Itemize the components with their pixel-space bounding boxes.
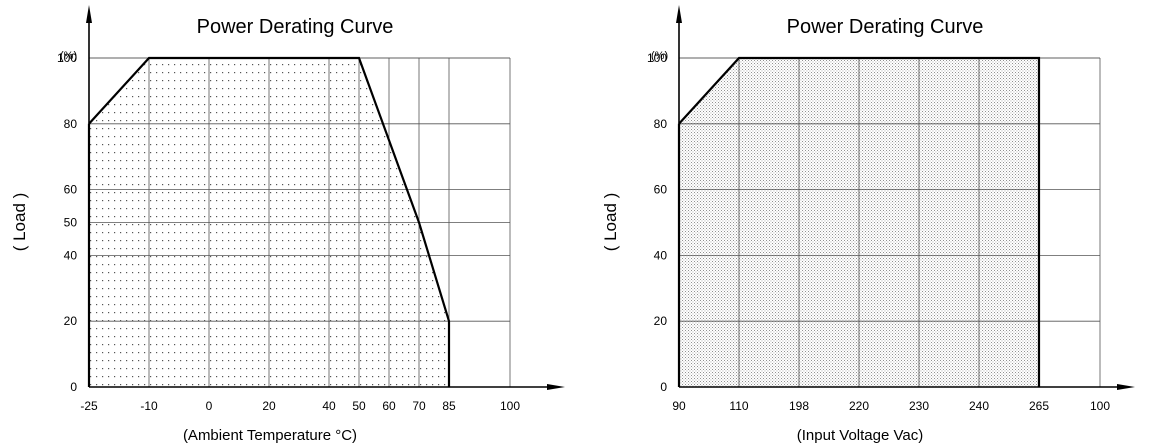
y-tick-label: 100 bbox=[647, 51, 667, 65]
y-axis-arrow bbox=[676, 5, 682, 23]
x-tick-label: 198 bbox=[789, 399, 809, 413]
x-axis-arrow bbox=[547, 384, 565, 390]
y-tick-label: 100 bbox=[57, 51, 77, 65]
x-axis-label: (Input Voltage Vac) bbox=[796, 427, 924, 444]
chart-plot-area: -25 -10 0 20 40 50 60 70 85 100 0 20 40 50 60 80 100 bbox=[57, 5, 565, 413]
y-unit-label: (%) bbox=[60, 50, 78, 62]
x-tick-label: 70 bbox=[412, 399, 426, 413]
y-tick-label: 40 bbox=[654, 248, 668, 262]
y-tick-label: 0 bbox=[660, 380, 667, 394]
x-tick-label: 230 bbox=[909, 399, 929, 413]
x-tick-label: 60 bbox=[382, 399, 396, 413]
y-tick-label: 60 bbox=[64, 183, 78, 197]
x-tick-label: 40 bbox=[322, 399, 336, 413]
chart-title: Power Derating Curve bbox=[196, 16, 394, 38]
y-tick-label: 20 bbox=[64, 314, 78, 328]
y-axis-arrow bbox=[86, 5, 92, 23]
derating-curve bbox=[88, 56, 451, 387]
chart-plot-area: 90 110 198 220 230 240 265 100 0 20 40 60 80 100 bbox=[647, 5, 1135, 413]
x-tick-label: -25 bbox=[80, 399, 98, 413]
x-tick-label: 220 bbox=[849, 399, 869, 413]
x-axis-label: (Ambient Temperature °C) bbox=[182, 427, 358, 444]
x-tick-label: 100 bbox=[1090, 399, 1110, 413]
y-tick-label: 40 bbox=[64, 248, 78, 262]
chart-left: Power Derating Curve (%) ( Load ) (Ambie… bbox=[10, 5, 565, 444]
y-tick-label: 50 bbox=[64, 216, 78, 230]
chart-title: Power Derating Curve bbox=[786, 16, 984, 38]
x-tick-label: 50 bbox=[352, 399, 366, 413]
x-tick-label: 240 bbox=[969, 399, 989, 413]
x-tick-label: 100 bbox=[500, 399, 520, 413]
y-tick-label: 80 bbox=[654, 117, 668, 131]
x-tick-label: 265 bbox=[1029, 399, 1049, 413]
y-tick-label: 60 bbox=[654, 183, 668, 197]
derating-curve bbox=[678, 56, 1041, 387]
x-tick-label: 85 bbox=[442, 399, 456, 413]
chart-right: Power Derating Curve (%) ( Load ) (Input… bbox=[580, 0, 1151, 448]
x-axis-arrow bbox=[1117, 384, 1135, 390]
y-unit-label: (%) bbox=[651, 50, 669, 62]
x-tick-label: 20 bbox=[262, 399, 276, 413]
x-tick-label: 0 bbox=[206, 399, 213, 413]
y-tick-label: 20 bbox=[654, 314, 668, 328]
x-tick-label: -10 bbox=[140, 399, 158, 413]
x-tick-label: 110 bbox=[729, 399, 748, 413]
y-tick-label: 80 bbox=[64, 117, 78, 131]
x-tick-label: 90 bbox=[672, 399, 686, 413]
y-tick-label: 0 bbox=[70, 380, 77, 394]
